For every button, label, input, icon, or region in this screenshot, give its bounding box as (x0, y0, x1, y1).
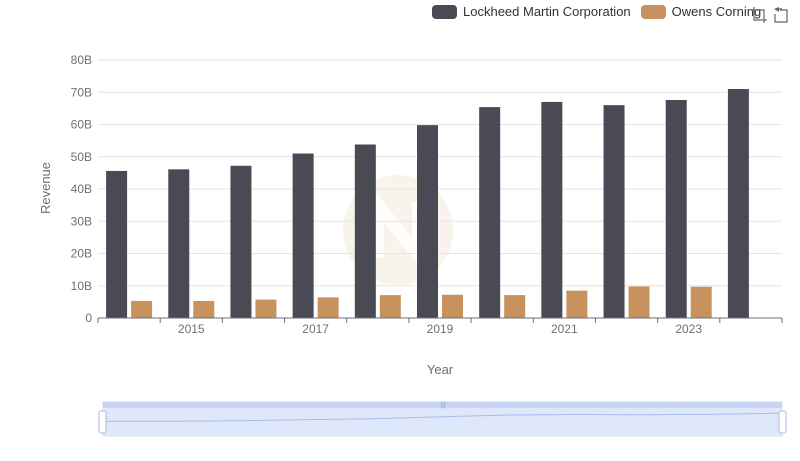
x-axis-title: Year (427, 362, 454, 377)
bar-owens-2015[interactable] (193, 300, 215, 318)
restore-icon[interactable] (772, 6, 790, 24)
datazoom-preview-line (102, 412, 783, 422)
bar-owens-2018[interactable] (379, 295, 401, 318)
y-tick-label: 60B (71, 118, 92, 132)
bar-owens-2014[interactable] (131, 300, 153, 318)
x-tick-label: 2015 (178, 322, 205, 336)
legend-item-lockheed[interactable]: Lockheed Martin Corporation (432, 4, 631, 19)
bar-lockheed-2018[interactable] (354, 144, 376, 318)
legend-swatch-owens (640, 4, 666, 19)
bar-owens-2020[interactable] (504, 295, 526, 318)
y-axis-title: Revenue (38, 162, 53, 214)
legend-item-owens[interactable]: Owens Corning (640, 4, 762, 19)
datazoom-grip-icon[interactable]: ||| (440, 402, 446, 409)
bar-owens-2016[interactable] (255, 299, 277, 318)
bar-lockheed-2020[interactable] (479, 107, 501, 319)
bar-lockheed-2024[interactable] (727, 89, 749, 319)
legend-swatch-lockheed (432, 4, 457, 19)
y-tick-label: 50B (71, 150, 92, 164)
bar-owens-2017[interactable] (317, 297, 339, 318)
x-tick-label: 2023 (675, 322, 702, 336)
y-tick-label: 40B (71, 182, 92, 196)
bar-owens-2021[interactable] (566, 290, 588, 318)
bar-lockheed-2016[interactable] (230, 165, 252, 318)
x-tick-label: 2021 (551, 322, 578, 336)
bar-owens-2019[interactable] (442, 294, 463, 318)
y-tick-label: 10B (71, 279, 92, 293)
legend-label-owens: Owens Corning (671, 4, 762, 19)
bar-lockheed-2022[interactable] (603, 105, 625, 319)
x-tick-label: 2019 (427, 322, 454, 336)
datazoom-top-bar[interactable] (103, 402, 782, 408)
bar-lockheed-2017[interactable] (292, 153, 314, 318)
datazoom-handle-right[interactable] (778, 410, 787, 434)
datazoom-slider[interactable]: ||| (98, 401, 787, 437)
toolbox (746, 6, 790, 24)
bar-lockheed-2023[interactable] (665, 99, 687, 319)
y-tick-label: 0 (85, 311, 92, 325)
y-tick-label: 70B (71, 85, 92, 99)
y-tick-label: 80B (71, 53, 92, 67)
legend: Lockheed Martin Corporation Owens Cornin… (432, 4, 771, 19)
bar-lockheed-2021[interactable] (541, 101, 563, 318)
bar-lockheed-2015[interactable] (168, 169, 190, 318)
bar-lockheed-2014[interactable] (106, 170, 128, 318)
bar-lockheed-2019[interactable] (417, 125, 438, 319)
datazoom-handle-left[interactable] (98, 410, 107, 434)
bar-owens-2023[interactable] (690, 286, 712, 318)
zoom-icon[interactable] (750, 6, 768, 24)
y-tick-label: 20B (71, 247, 92, 261)
y-tick-label: 30B (71, 214, 92, 228)
bar-owens-2022[interactable] (628, 286, 650, 318)
x-tick-label: 2017 (302, 322, 329, 336)
legend-label-lockheed: Lockheed Martin Corporation (463, 4, 631, 19)
